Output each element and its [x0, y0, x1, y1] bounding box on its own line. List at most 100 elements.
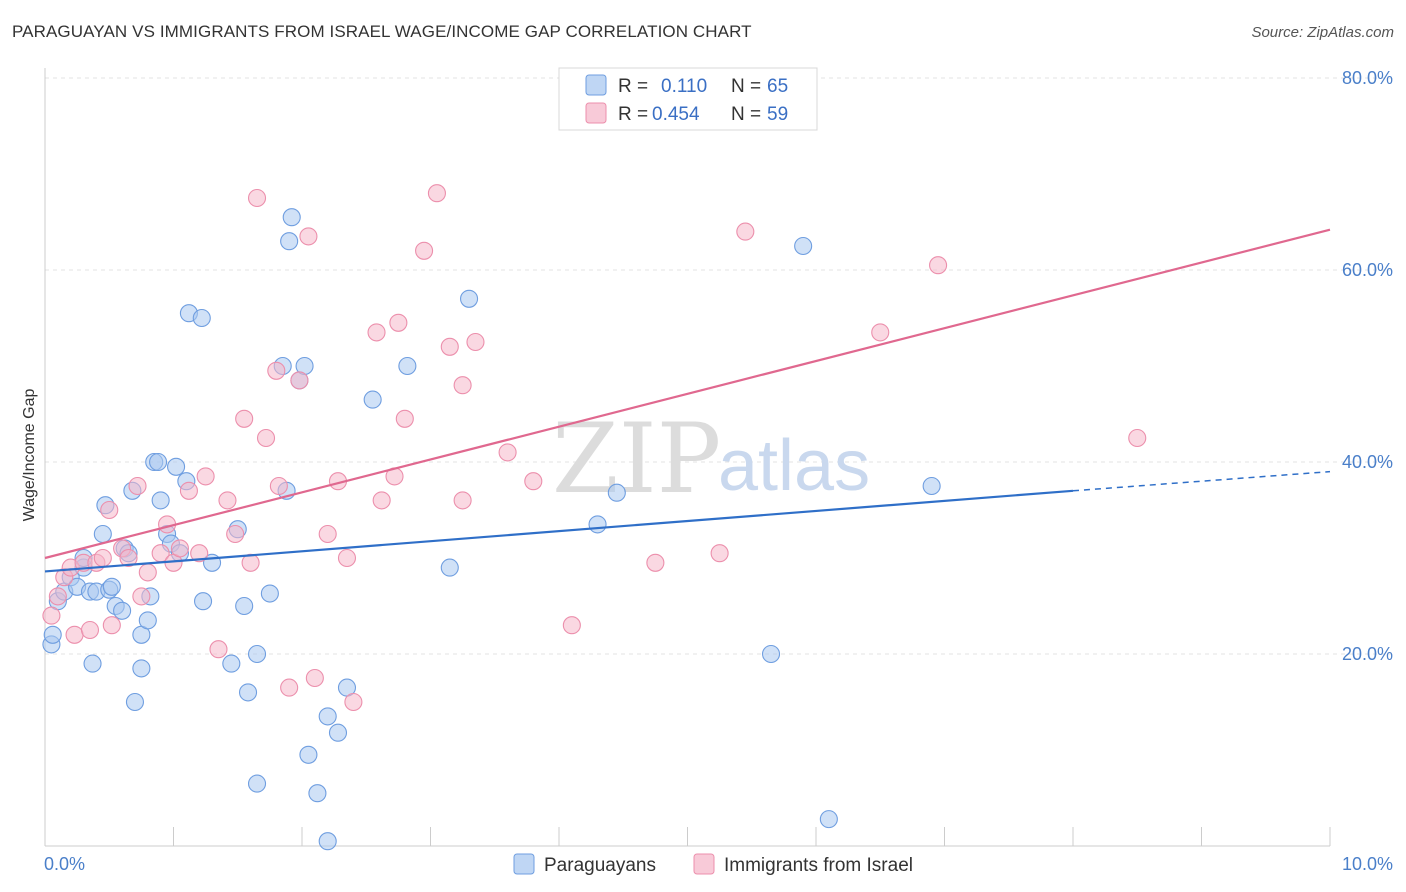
data-point: [453, 376, 472, 395]
data-point: [395, 409, 414, 428]
data-point: [247, 644, 267, 664]
data-point: [427, 184, 446, 203]
legend-r-value: 0.110: [661, 76, 707, 97]
data-point: [192, 308, 211, 328]
data-point: [710, 544, 729, 563]
data-point: [794, 236, 813, 256]
data-point: [736, 222, 755, 241]
data-point: [256, 428, 276, 448]
legend-n-label: N =: [731, 76, 761, 97]
data-point: [344, 692, 363, 712]
data-point: [179, 481, 198, 500]
data-point: [138, 563, 157, 582]
data-point: [65, 625, 84, 644]
watermark-atlas: atlas: [718, 426, 870, 506]
data-point: [280, 678, 299, 697]
data-point: [308, 784, 327, 803]
trend-line-extension: [1072, 470, 1331, 492]
legend-n-label: N =: [731, 104, 761, 125]
chart-title: PARAGUAYAN VS IMMIGRANTS FROM ISRAEL WAG…: [12, 22, 752, 41]
data-point: [119, 548, 138, 568]
data-point: [389, 313, 408, 332]
data-point: [102, 616, 121, 635]
legend-swatch-paraguayans: [585, 74, 607, 96]
data-point: [459, 289, 479, 308]
data-point: [222, 654, 241, 673]
legend-swatch-israel: [585, 102, 607, 124]
series-paraguayans: [42, 208, 941, 851]
data-point: [299, 227, 318, 246]
data-point: [524, 472, 543, 491]
data-point: [132, 659, 151, 678]
data-point: [761, 644, 781, 664]
data-point: [440, 337, 459, 356]
data-point: [562, 616, 581, 635]
data-point: [588, 515, 607, 534]
data-point: [151, 491, 170, 510]
data-point: [363, 390, 382, 409]
legend-r-value: 0.454: [652, 104, 700, 125]
data-point: [93, 524, 112, 544]
trend-line: [44, 489, 1074, 573]
bottom-legend: Paraguayans Immigrants from Israel: [513, 853, 913, 876]
data-point: [328, 723, 348, 742]
data-point: [929, 256, 948, 275]
data-point: [125, 692, 144, 712]
data-point: [466, 332, 485, 352]
data-point: [132, 587, 151, 606]
data-point: [367, 323, 386, 342]
data-point: [80, 620, 100, 640]
data-point: [138, 611, 157, 630]
data-point: [290, 371, 309, 390]
data-point: [235, 596, 254, 616]
data-point: [922, 476, 941, 496]
legend-n-value: 65: [767, 76, 788, 97]
bottom-legend-label-israel: Immigrants from Israel: [724, 855, 913, 876]
data-point: [167, 457, 186, 476]
x-tick-labels: 0.0% 10.0%: [44, 854, 1393, 874]
data-point: [267, 361, 286, 380]
data-point: [247, 774, 267, 793]
bottom-legend-swatch-israel: [693, 853, 715, 875]
data-point: [209, 640, 228, 659]
trend-line: [44, 228, 1331, 560]
y-tick-label: 40.0%: [1342, 452, 1393, 472]
x-tick-label: 10.0%: [1342, 854, 1393, 874]
data-point: [607, 483, 626, 502]
data-point: [128, 476, 147, 496]
data-point: [93, 548, 112, 568]
y-tick-label: 80.0%: [1342, 68, 1393, 88]
legend-r-label: R =: [618, 76, 648, 97]
data-point: [43, 625, 62, 644]
data-point: [235, 409, 254, 428]
bottom-legend-label-paraguayans: Paraguayans: [544, 855, 656, 876]
data-point: [453, 491, 472, 510]
data-point: [337, 548, 357, 568]
data-point: [305, 668, 324, 688]
data-point: [372, 491, 391, 510]
y-axis-label: Wage/Income Gap: [21, 389, 38, 522]
legend-r-label: R =: [618, 104, 648, 125]
data-point: [194, 592, 213, 611]
data-point: [646, 553, 665, 572]
data-point: [196, 467, 215, 486]
trend-lines: [44, 228, 1331, 573]
data-point: [318, 832, 337, 851]
data-point: [318, 524, 337, 544]
data-point: [48, 587, 67, 606]
data-point: [398, 356, 417, 376]
data-point: [440, 558, 459, 577]
data-point: [100, 500, 119, 520]
y-tick-label: 20.0%: [1342, 644, 1393, 664]
data-point: [149, 452, 168, 472]
data-point: [102, 577, 121, 596]
data-point: [113, 601, 132, 620]
source-note: Source: ZipAtlas.com: [1251, 24, 1394, 41]
watermark-zip: ZIP: [552, 403, 721, 515]
y-tick-label: 60.0%: [1342, 260, 1393, 280]
data-point: [299, 745, 318, 764]
x-tick-label: 0.0%: [44, 854, 85, 874]
watermark: ZIP atlas: [552, 403, 870, 515]
data-point: [170, 539, 189, 558]
